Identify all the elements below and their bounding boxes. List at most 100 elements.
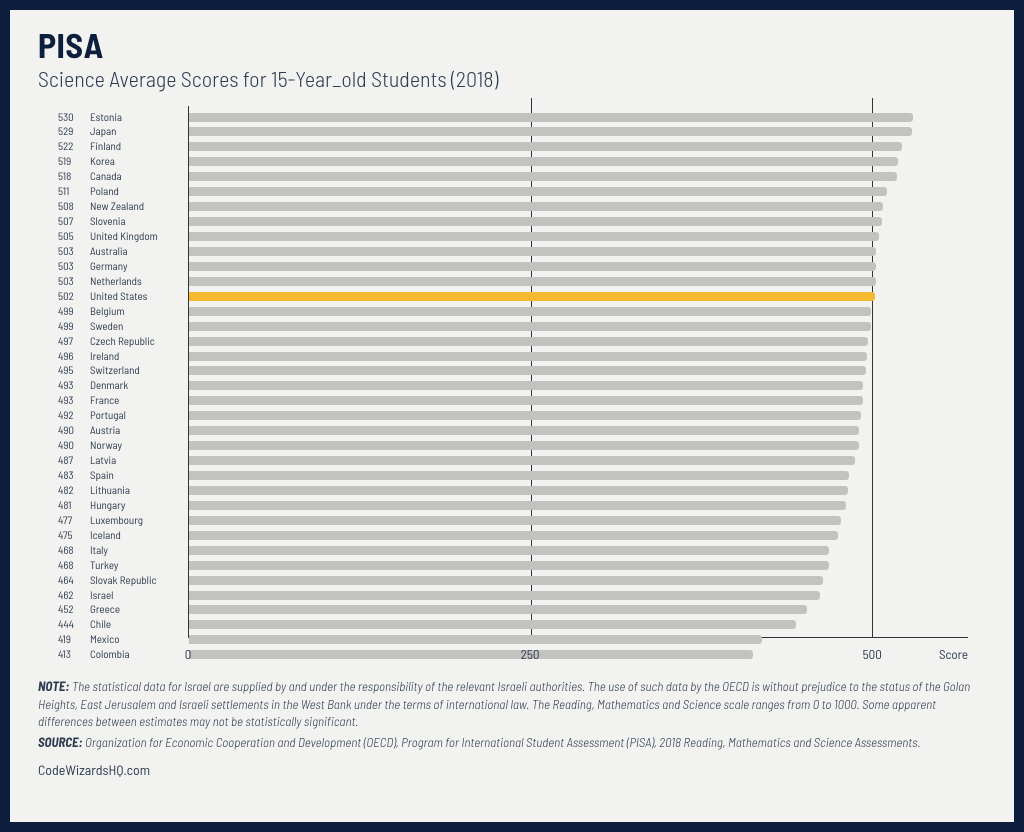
country-label: Belgium [90,305,125,318]
bar-track [189,202,968,211]
bar-row: 529Japan [38,125,986,139]
bar [189,486,848,495]
bar [189,277,876,286]
bar [189,202,883,211]
bar-track [189,277,968,286]
bar-track [189,620,968,629]
bar-row: 483Spain [38,469,986,483]
bar [189,247,876,256]
score-label: 496 [58,350,90,363]
bar-rows: 530Estonia529Japan522Finland519Korea518C… [38,110,986,662]
bar-row: 518Canada [38,170,986,184]
bar-row: 462Israel [38,588,986,602]
bar-row: 503Australia [38,244,986,258]
x-axis-label: Score [939,646,968,662]
bar-track [189,262,968,271]
score-label: 462 [58,589,90,602]
bar-track [189,605,968,614]
bar [189,366,866,375]
bar-row: 477Luxembourg [38,513,986,527]
bar [189,307,871,316]
bar-row: 505United Kingdom [38,230,986,244]
bar-track [189,232,968,241]
bar-track [189,396,968,405]
bar-track [189,576,968,585]
bar [189,561,829,570]
bar-track [189,127,968,136]
country-label: Luxembourg [90,514,143,527]
country-label: Hungary [90,499,125,512]
bar-track [189,516,968,525]
bar-row: 507Slovenia [38,215,986,229]
score-label: 503 [58,275,90,288]
bar-row: 490Norway [38,439,986,453]
note-label: NOTE: [38,678,69,694]
bar [189,217,882,226]
page-subtitle: Science Average Scores for 15-Year_old S… [38,66,986,92]
bar-row: 490Austria [38,424,986,438]
bar-row: 530Estonia [38,110,986,124]
bar-chart: 530Estonia529Japan522Finland519Korea518C… [38,106,986,666]
score-label: 481 [58,499,90,512]
score-label: 518 [58,170,90,183]
bar-track [189,247,968,256]
score-label: 477 [58,514,90,527]
score-label: 497 [58,335,90,348]
bar-track [189,352,968,361]
bar-track [189,635,968,644]
score-label: 522 [58,140,90,153]
score-label: 468 [58,559,90,572]
country-label: Germany [90,260,128,273]
bar-row: 519Korea [38,155,986,169]
score-label: 492 [58,409,90,422]
x-tick: 250 [521,646,540,662]
country-label: United States [90,290,147,303]
score-label: 413 [58,648,90,661]
bar-row: 482Lithuania [38,483,986,497]
bar [189,471,849,480]
country-label: France [90,394,119,407]
score-label: 419 [58,633,90,646]
score-label: 502 [58,290,90,303]
bar-row: 468Italy [38,543,986,557]
country-label: Estonia [90,111,122,124]
bar [189,232,879,241]
country-label: Finland [90,140,121,153]
x-tick: 0 [185,646,192,662]
score-label: 499 [58,320,90,333]
score-label: 499 [58,305,90,318]
bar-track [189,441,968,450]
score-label: 482 [58,484,90,497]
bar-track [189,426,968,435]
country-label: Korea [90,155,115,168]
bar [189,591,820,600]
bar-row: 493Denmark [38,379,986,393]
bar-row: 522Finland [38,140,986,154]
chart-frame: PISA Science Average Scores for 15-Year_… [0,0,1024,832]
score-label: 530 [58,111,90,124]
bar [189,501,846,510]
score-label: 487 [58,454,90,467]
bar-track [189,187,968,196]
bar-row: 419Mexico [38,633,986,647]
country-label: Lithuania [90,484,130,497]
bar-track [189,486,968,495]
bar [189,187,887,196]
score-label: 519 [58,155,90,168]
bar-row: 487Latvia [38,454,986,468]
score-label: 483 [58,469,90,482]
bar-track [189,561,968,570]
bar [189,262,876,271]
brand-attribution: CodeWizardsHQ.com [38,761,986,780]
bar [189,322,871,331]
bar [189,605,807,614]
score-label: 508 [58,200,90,213]
score-label: 493 [58,379,90,392]
country-label: Greece [90,603,120,616]
bar [189,426,859,435]
country-label: Japan [90,125,116,138]
country-label: Chile [90,618,111,631]
bar-track [189,531,968,540]
bar [189,531,838,540]
country-label: Czech Republic [90,335,155,348]
